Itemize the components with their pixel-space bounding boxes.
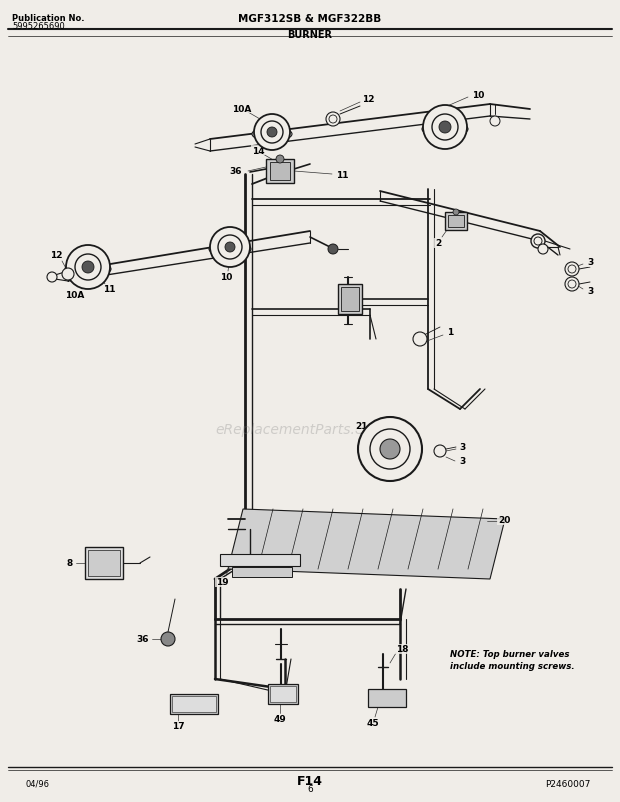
Circle shape — [380, 439, 400, 460]
Circle shape — [62, 269, 74, 281]
Circle shape — [568, 281, 576, 289]
Text: 10: 10 — [472, 91, 484, 100]
Circle shape — [210, 228, 250, 268]
Bar — [88, 550, 120, 577]
Circle shape — [328, 245, 338, 255]
Bar — [268, 684, 298, 704]
Text: 11: 11 — [103, 286, 115, 294]
Text: F14: F14 — [297, 774, 323, 787]
Bar — [270, 687, 296, 702]
Circle shape — [225, 243, 235, 253]
Text: 3: 3 — [587, 258, 593, 267]
Circle shape — [565, 277, 579, 292]
Circle shape — [434, 445, 446, 457]
Bar — [445, 213, 467, 231]
Bar — [368, 689, 406, 707]
Circle shape — [490, 117, 500, 127]
Text: 2: 2 — [435, 239, 441, 248]
Circle shape — [565, 263, 579, 277]
Ellipse shape — [209, 242, 251, 257]
Text: 36: 36 — [137, 634, 149, 644]
Text: 36: 36 — [230, 168, 242, 176]
Bar — [341, 288, 359, 312]
Text: Publication No.: Publication No. — [12, 14, 84, 23]
Circle shape — [254, 115, 290, 151]
Circle shape — [531, 235, 545, 249]
Ellipse shape — [65, 261, 111, 277]
Circle shape — [82, 261, 94, 273]
Circle shape — [413, 333, 427, 346]
Text: 12: 12 — [50, 251, 62, 260]
Text: 5995265690: 5995265690 — [12, 22, 64, 31]
Text: 10A: 10A — [65, 291, 85, 300]
Circle shape — [261, 122, 283, 144]
Text: 49: 49 — [273, 715, 286, 723]
Ellipse shape — [422, 122, 468, 138]
Circle shape — [453, 210, 459, 216]
Bar — [220, 554, 300, 566]
Bar — [338, 285, 362, 314]
Text: 3: 3 — [459, 443, 465, 452]
Bar — [448, 216, 464, 228]
Text: 10A: 10A — [232, 104, 252, 113]
Bar — [270, 163, 290, 180]
Text: include mounting screws.: include mounting screws. — [450, 661, 575, 670]
Text: 45: 45 — [366, 719, 379, 727]
Polygon shape — [228, 509, 505, 579]
Text: 8: 8 — [67, 559, 73, 568]
Circle shape — [276, 156, 284, 164]
Text: MGF312SB & MGF322BB: MGF312SB & MGF322BB — [238, 14, 382, 24]
Text: eReplacementParts.com: eReplacementParts.com — [215, 423, 385, 436]
Circle shape — [370, 429, 410, 469]
Text: 11: 11 — [336, 170, 348, 180]
Text: 19: 19 — [216, 577, 228, 587]
Text: 10: 10 — [220, 273, 232, 282]
Circle shape — [538, 245, 548, 255]
Circle shape — [568, 265, 576, 273]
Bar — [85, 547, 123, 579]
Circle shape — [47, 273, 57, 282]
Text: NOTE: Top burner valves: NOTE: Top burner valves — [450, 649, 570, 658]
Circle shape — [329, 115, 337, 124]
Circle shape — [358, 418, 422, 481]
Text: 6: 6 — [307, 784, 313, 793]
Text: BURNER: BURNER — [288, 30, 332, 40]
Text: P2460007: P2460007 — [544, 779, 590, 788]
Circle shape — [75, 255, 101, 281]
Circle shape — [267, 128, 277, 138]
Circle shape — [161, 632, 175, 646]
Circle shape — [534, 237, 542, 245]
Text: 21: 21 — [356, 422, 368, 431]
Text: 1: 1 — [447, 328, 453, 337]
Circle shape — [326, 113, 340, 127]
Bar — [172, 696, 216, 712]
Text: 20: 20 — [498, 516, 510, 525]
Text: 14: 14 — [252, 146, 264, 156]
Text: 04/96: 04/96 — [25, 779, 49, 788]
Text: 17: 17 — [172, 722, 184, 731]
Bar — [232, 567, 292, 577]
Ellipse shape — [252, 128, 292, 142]
Bar — [266, 160, 294, 184]
Circle shape — [439, 122, 451, 134]
Text: 3: 3 — [587, 287, 593, 296]
Circle shape — [218, 236, 242, 260]
Text: 3: 3 — [459, 457, 465, 466]
Circle shape — [432, 115, 458, 141]
Bar — [170, 695, 218, 714]
Circle shape — [423, 106, 467, 150]
Text: 18: 18 — [396, 645, 408, 654]
Text: 12: 12 — [361, 95, 374, 104]
Circle shape — [66, 245, 110, 290]
